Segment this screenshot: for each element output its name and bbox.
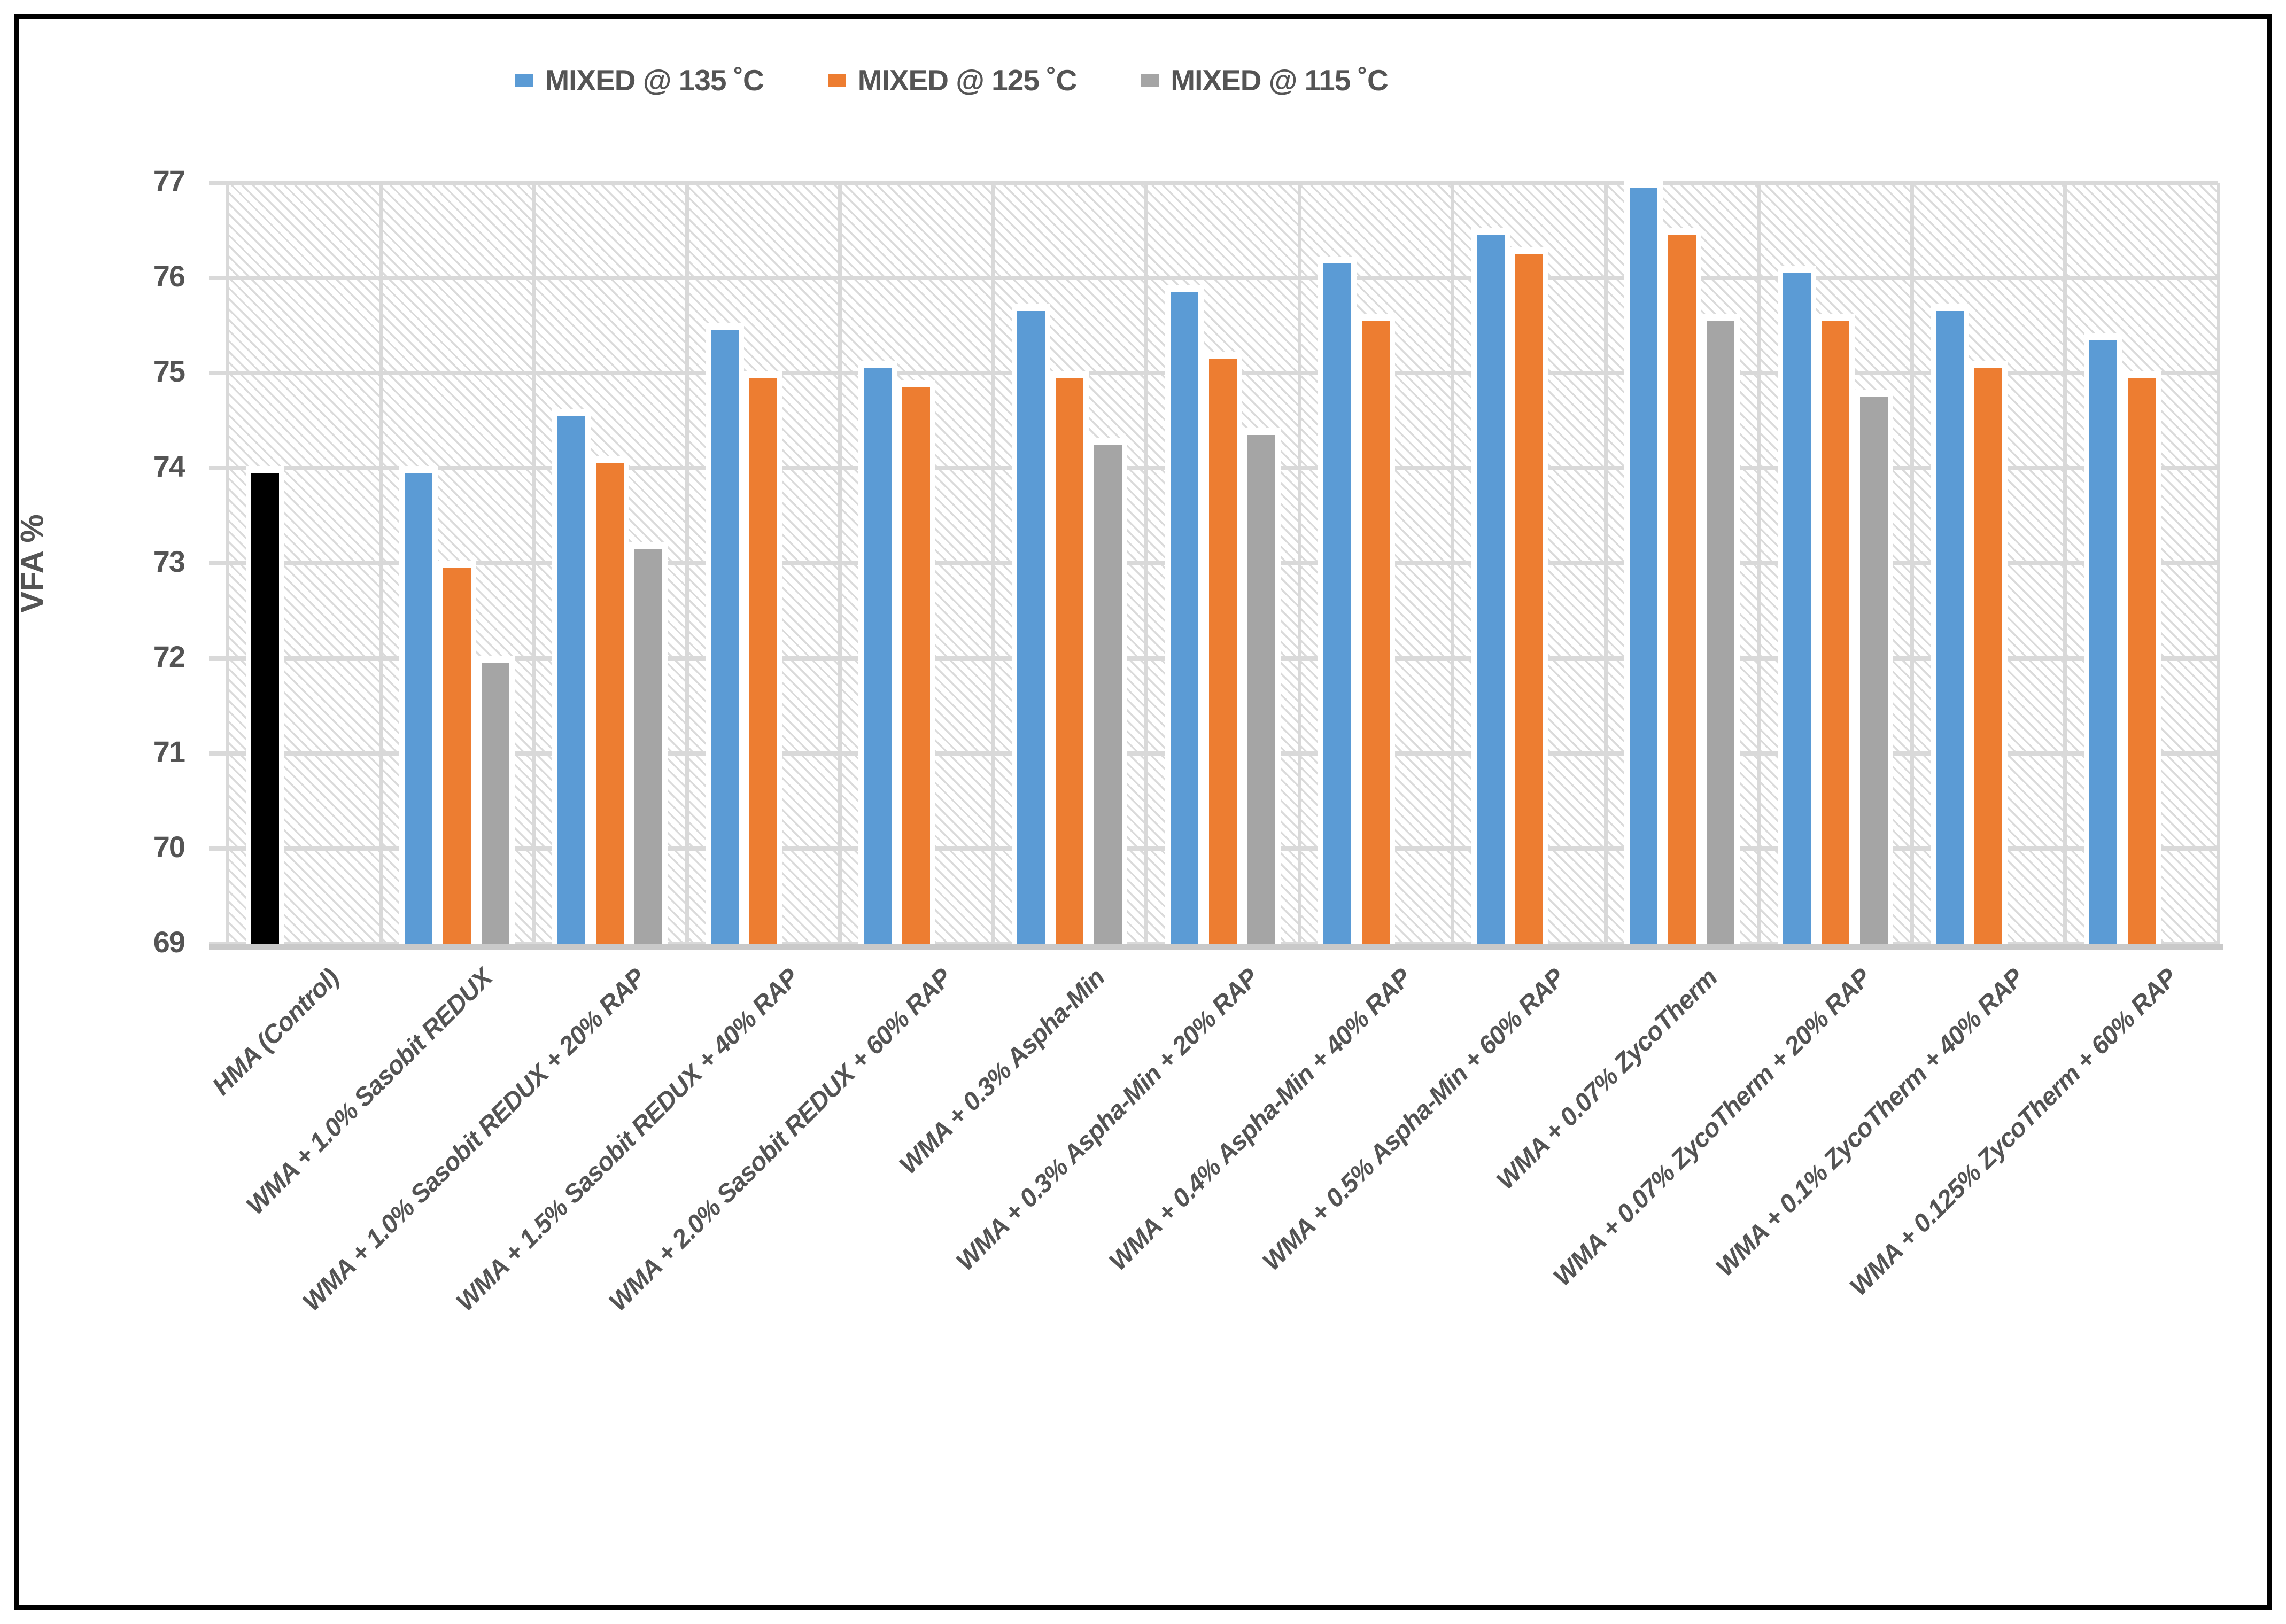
bar-cat5-series2	[1094, 444, 1122, 944]
bar-cat11-series1	[1974, 368, 2003, 944]
y-axis-tick	[209, 561, 227, 565]
bar-cat7-series0	[1323, 263, 1352, 944]
bar-cat4-series1	[902, 387, 931, 944]
bar-cat10-series0	[1783, 273, 1811, 944]
gridline-horizontal	[227, 181, 2218, 185]
y-axis-tick	[209, 751, 227, 756]
bar-cat10-series2	[1859, 397, 1888, 944]
bar-cat10-series1	[1821, 321, 1849, 944]
bar-cat1-series2	[481, 663, 509, 944]
bar-cat6-series0	[1170, 292, 1198, 944]
y-axis-tick-label: 75	[153, 354, 185, 388]
bar-cat6-series1	[1208, 359, 1237, 944]
bar-cat9-series0	[1630, 187, 1658, 944]
legend-item-135: MIXED @ 135 ˚C	[515, 63, 764, 97]
y-axis-tick	[209, 846, 227, 851]
bar-cat4-series0	[864, 368, 892, 944]
legend: MIXED @ 135 ˚C MIXED @ 125 ˚C MIXED @ 11…	[0, 63, 1903, 97]
y-axis-tick-label: 70	[153, 830, 185, 864]
bar-cat2-series1	[596, 463, 624, 944]
bar-cat9-series1	[1668, 235, 1696, 944]
bar-cat12-series1	[2127, 377, 2156, 944]
y-axis-tick-label: 77	[153, 164, 185, 198]
y-axis-tick	[209, 656, 227, 661]
bar-cat0-series0	[251, 472, 280, 944]
gridline-horizontal	[227, 276, 2218, 280]
y-axis-tick-label: 71	[153, 735, 185, 768]
bar-cat5-series0	[1017, 311, 1045, 944]
bar-cat3-series1	[749, 377, 777, 944]
legend-label-135: MIXED @ 135 ˚C	[545, 64, 764, 97]
y-axis-tick	[209, 276, 227, 280]
bar-cat3-series0	[710, 330, 739, 944]
bar-cat2-series2	[634, 549, 663, 944]
legend-marker-125-icon	[827, 74, 846, 87]
y-axis-tick	[209, 466, 227, 470]
bar-cat9-series2	[1707, 321, 1735, 944]
y-axis-tick-label: 72	[153, 640, 185, 673]
bar-cat8-series1	[1515, 254, 1543, 944]
bar-cat11-series0	[1936, 311, 1964, 944]
y-axis-tick	[209, 371, 227, 375]
y-axis-tick	[209, 181, 227, 185]
y-axis-tick-label: 74	[153, 449, 185, 483]
y-axis-tick-label: 73	[153, 545, 185, 578]
gridline-vertical	[2217, 183, 2220, 944]
legend-item-115: MIXED @ 115 ˚C	[1141, 63, 1389, 97]
bar-cat8-series0	[1476, 235, 1505, 944]
legend-label-115: MIXED @ 115 ˚C	[1171, 64, 1388, 97]
y-axis-tick-label: 69	[153, 925, 185, 959]
x-axis-line	[209, 944, 2223, 950]
legend-item-125: MIXED @ 125 ˚C	[827, 63, 1077, 97]
legend-marker-135-icon	[515, 74, 533, 87]
bar-cat1-series1	[443, 568, 471, 944]
bar-cat12-series0	[2089, 339, 2117, 944]
bar-cat1-series0	[404, 472, 432, 944]
y-axis-tick-label: 76	[153, 259, 185, 293]
bar-cat2-series0	[557, 416, 586, 944]
legend-marker-115-icon	[1141, 74, 1159, 87]
chart-border	[14, 14, 2272, 1610]
bar-cat5-series1	[1055, 377, 1083, 944]
bar-cat6-series2	[1247, 434, 1275, 944]
bar-cat7-series1	[1362, 321, 1390, 944]
legend-label-125: MIXED @ 125 ˚C	[857, 64, 1077, 97]
